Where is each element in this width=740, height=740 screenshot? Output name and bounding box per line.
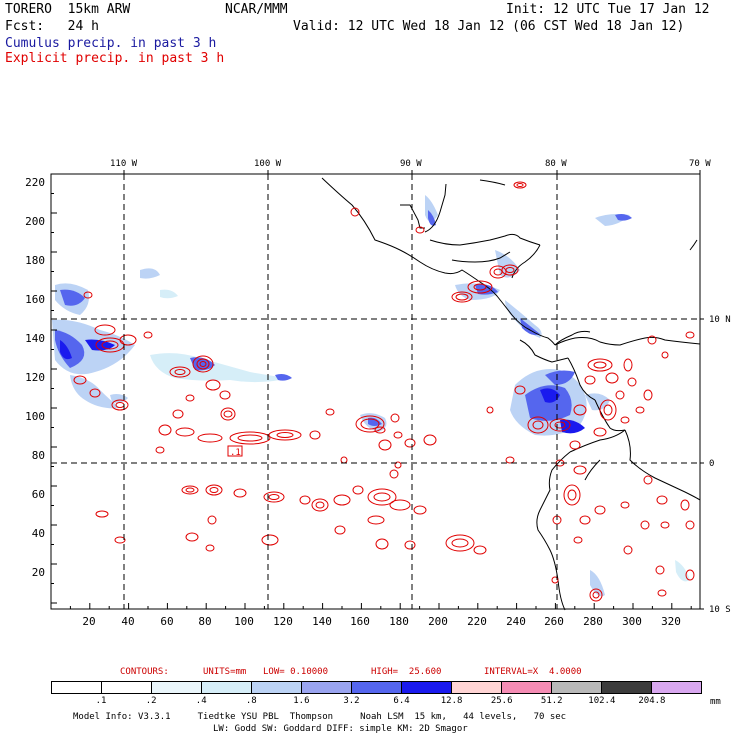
bottom-x-label: 240 [506,615,526,628]
org-label: NCAR/MMM [225,2,288,17]
bottom-x-label: 120 [273,615,293,628]
explicit-precip-contours [73,181,695,602]
left-y-label: 100 [25,410,45,423]
bottom-x-label: 100 [234,615,254,628]
colorbar-label: 51.2 [540,696,563,706]
colorbar-label: .4 [195,696,207,706]
colorbar-swatch [552,682,602,693]
bottom-x-label: 60 [160,615,173,628]
forecast-hour: Fcst: 24 h [5,19,99,34]
top-lon-label: 70 W [689,159,711,169]
colorbar-label: 3.2 [343,696,360,706]
bottom-x-label: 140 [312,615,332,628]
contours-interval: INTERVAL=X 4.0000 [484,667,582,677]
top-lon-label: 110 W [110,159,138,169]
init-time: Init: 12 UTC Tue 17 Jan 12 [506,2,710,17]
top-lon-label: 100 W [254,159,282,169]
left-y-label: 40 [32,527,45,540]
left-y-label: 200 [25,215,45,228]
bottom-x-label: 280 [583,615,603,628]
model-info: Model Info: V3.3.1 Tiedtke YSU PBL Thomp… [73,712,567,722]
colorbar-label: 1.6 [293,696,310,706]
cumulus-precip-layer [52,195,690,597]
colorbar-label: .1 [95,696,107,706]
left-y-label: 140 [25,332,45,345]
colorbar-swatch [252,682,302,693]
bottom-x-label: 80 [198,615,211,628]
field-cumulus-label: Cumulus precip. in past 3 h [5,36,217,51]
bottom-x-axis: 20 40 60 80 100 120 140 160 180 200 220 … [82,615,681,628]
left-y-label: 120 [25,371,45,384]
bottom-x-label: 260 [544,615,564,628]
left-y-label: 160 [25,293,45,306]
colorbar-swatch [302,682,352,693]
contours-label: CONTOURS: [120,667,169,677]
colorbar-swatch [502,682,552,693]
bottom-x-label: 20 [82,615,95,628]
colorbar-label: 6.4 [393,696,410,706]
bottom-x-label: 320 [661,615,681,628]
top-lon-label: 80 W [545,159,567,169]
left-y-label: 180 [25,254,45,267]
right-lat-label: 10 S [709,605,731,615]
model-title: TORERO 15km ARW [5,2,131,17]
bottom-x-label: 200 [428,615,448,628]
colorbar-swatch [652,682,701,693]
left-y-label: 20 [32,566,45,579]
contour-box-label: .1 [230,448,241,458]
colorbar-label: .8 [245,696,257,706]
colorbar-swatch [402,682,452,693]
colorbar-label: 12.8 [440,696,463,706]
lat-lon-grid [51,174,700,609]
right-lat-axis: 10 N 0 10 S [709,315,731,615]
colorbar-swatch [352,682,402,693]
colorbar-swatch [202,682,252,693]
valid-time: Valid: 12 UTC Wed 18 Jan 12 (06 CST Wed … [293,19,685,34]
bottom-x-label: 220 [467,615,487,628]
right-lat-label: 10 N [709,315,731,325]
left-y-label: 80 [32,449,45,462]
bottom-x-label: 160 [350,615,370,628]
contours-low: LOW= 0.10000 [263,667,329,677]
coastlines [321,177,701,611]
top-lon-axis: 110 W 100 W 90 W 80 W 70 W [110,159,711,169]
top-lon-label: 90 W [400,159,422,169]
left-y-label: 60 [32,488,45,501]
contours-high: HIGH= 25.600 [371,667,442,677]
colorbar-label: .2 [145,696,157,706]
bottom-x-label: 300 [622,615,642,628]
colorbar [51,681,702,694]
field-explicit-label: Explicit precip. in past 3 h [5,51,225,66]
model-physics: LW: Godd SW: Goddard DIFF: simple KM: 2D… [213,724,468,734]
colorbar-swatch [602,682,652,693]
colorbar-swatch [152,682,202,693]
colorbar-swatch [102,682,152,693]
left-y-axis: 220 200 180 160 140 120 100 80 60 40 20 [25,176,45,579]
right-lat-label: 0 [709,459,714,469]
colorbar-label: 25.6 [490,696,513,706]
bottom-x-label: 40 [121,615,134,628]
colorbar-label: 102.4 [588,696,616,706]
colorbar-swatch [52,682,102,693]
colorbar-labels: .1 .2 .4 .8 1.6 3.2 6.4 12.8 25.6 51.2 102.4 204.8 [51,696,702,708]
colorbar-units: mm [710,697,721,707]
left-y-label: 220 [25,176,45,189]
colorbar-label: 204.8 [638,696,666,706]
map-frame [50,173,701,610]
contours-units: UNITS=mm [203,667,247,677]
bottom-x-label: 180 [389,615,409,628]
colorbar-swatch [452,682,502,693]
